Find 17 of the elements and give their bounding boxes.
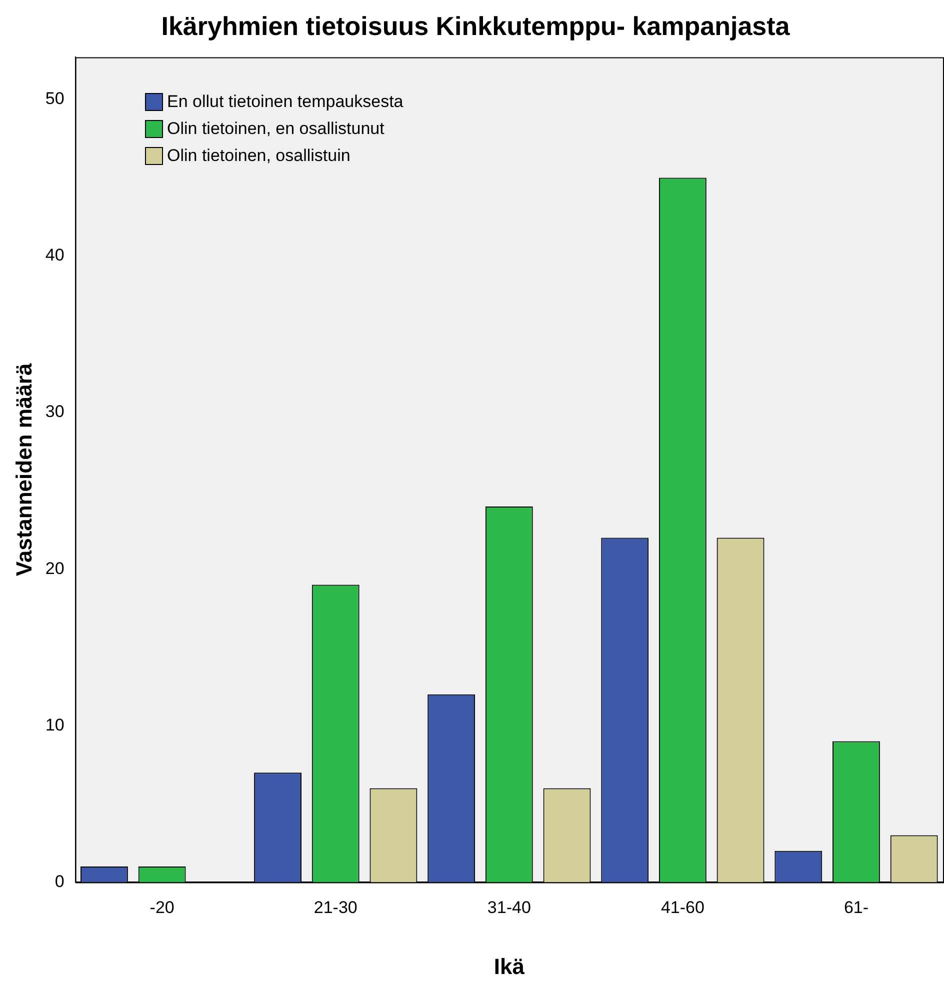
- x-tick-label: 31-40: [487, 898, 531, 918]
- y-axis-title: Vastanneiden määrä: [11, 362, 36, 576]
- y-tick-label: 40: [45, 246, 64, 265]
- legend-label: Olin tietoinen, en osallistunut: [167, 118, 384, 138]
- x-axis-title: Ikä: [494, 954, 526, 979]
- chart-title: Ikäryhmien tietoisuus Kinkkutemppu- kampanjasta: [161, 10, 790, 41]
- y-tick-label: 0: [54, 872, 64, 891]
- x-tick-label: -20: [150, 898, 174, 918]
- y-tick-label: 20: [45, 558, 64, 578]
- y-tick-label: 50: [45, 89, 64, 108]
- x-tick-label: 21-30: [314, 898, 358, 918]
- legend-label: En ollut tietoinen tempauksesta: [167, 92, 404, 112]
- x-tick-label: 61-: [844, 898, 869, 918]
- y-tick-label: 30: [45, 402, 64, 422]
- y-tick-label: 10: [45, 715, 64, 734]
- x-tick-label: 41-60: [660, 898, 704, 918]
- legend-label: Olin tietoinen, osallistuin: [167, 146, 350, 166]
